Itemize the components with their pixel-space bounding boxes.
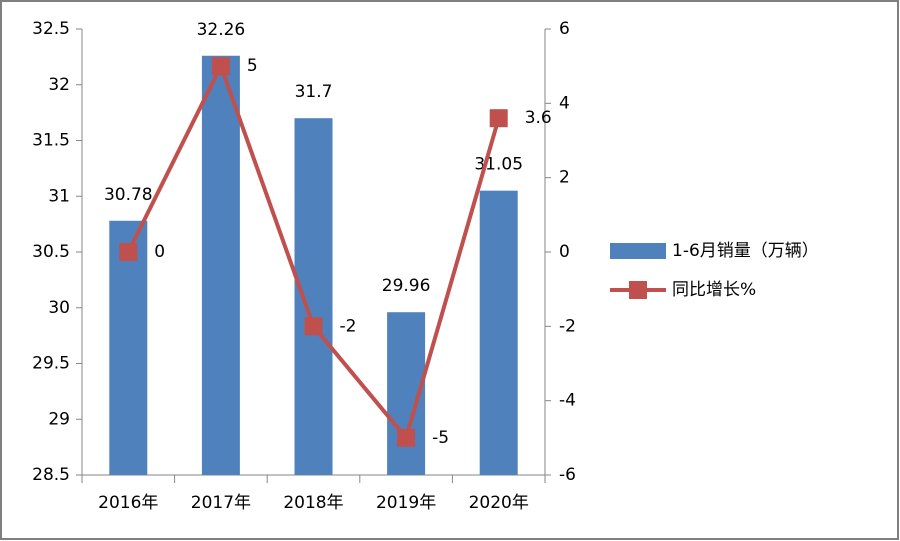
y-tick-label: 30.5 bbox=[32, 242, 70, 262]
legend-swatch bbox=[610, 243, 666, 259]
legend-marker bbox=[629, 281, 647, 299]
y-tick-label: 32.5 bbox=[32, 19, 70, 39]
line-value-label: 3.6 bbox=[525, 108, 552, 128]
x-tick-label: 2019年 bbox=[376, 493, 436, 513]
y-tick-label: 29.5 bbox=[32, 354, 70, 374]
line-value-label: 5 bbox=[247, 56, 258, 76]
bar-value-label: 32.26 bbox=[197, 20, 246, 40]
y-tick-label: 29 bbox=[48, 409, 70, 429]
bar-value-label: 30.78 bbox=[104, 185, 153, 205]
line-marker bbox=[489, 109, 508, 128]
y-tick-label: 32 bbox=[48, 75, 70, 95]
y-tick-label: 31.5 bbox=[32, 131, 70, 151]
x-tick-label: 2020年 bbox=[469, 493, 529, 513]
line-marker bbox=[211, 57, 230, 76]
line-value-label: -5 bbox=[432, 428, 449, 448]
y2-tick-label: -4 bbox=[559, 391, 576, 411]
y-tick-label: 31 bbox=[48, 186, 70, 206]
x-tick-label: 2018年 bbox=[283, 493, 343, 513]
line-marker bbox=[397, 428, 416, 447]
bar bbox=[109, 220, 148, 475]
bar bbox=[201, 55, 240, 475]
bar-value-label: 31.7 bbox=[295, 82, 333, 102]
x-tick-label: 2017年 bbox=[191, 493, 251, 513]
line-marker bbox=[119, 243, 138, 261]
line-marker bbox=[304, 317, 323, 336]
bar-value-label: 29.96 bbox=[382, 276, 431, 296]
y2-tick-label: 2 bbox=[559, 168, 570, 188]
y-tick-label: 28.5 bbox=[32, 465, 70, 485]
y-tick-label: 30 bbox=[48, 298, 70, 318]
y2-tick-label: 0 bbox=[559, 242, 570, 262]
y2-tick-label: -6 bbox=[559, 465, 576, 485]
x-tick-label: 2016年 bbox=[98, 493, 158, 513]
y2-tick-label: -2 bbox=[559, 316, 576, 336]
bar bbox=[294, 118, 333, 475]
legend-label: 1-6月销量（万辆） bbox=[672, 241, 819, 261]
legend-label: 同比增长% bbox=[672, 280, 756, 300]
line-value-label: -2 bbox=[340, 316, 357, 336]
line-value-label: 0 bbox=[154, 242, 165, 262]
bar bbox=[479, 190, 518, 476]
y2-tick-label: 6 bbox=[559, 19, 570, 39]
y2-tick-label: 4 bbox=[559, 93, 570, 113]
